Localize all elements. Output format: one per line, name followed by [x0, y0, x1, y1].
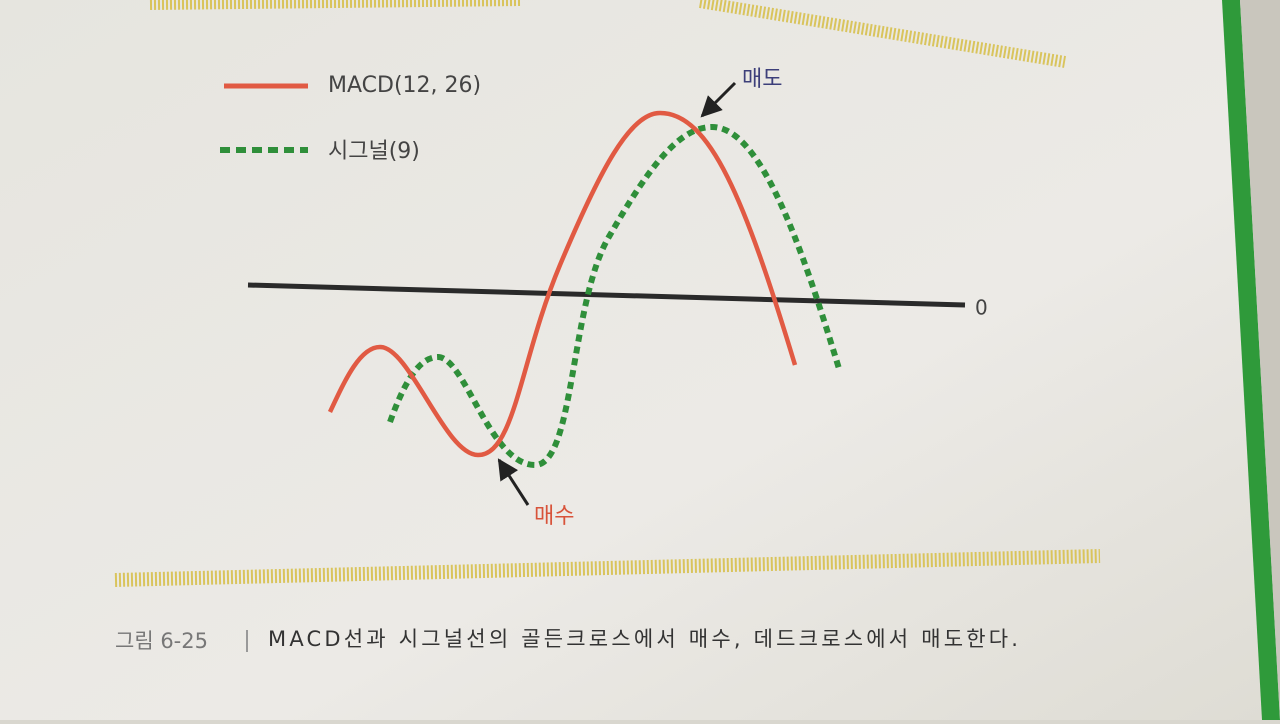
- bottom-band: [114, 549, 1101, 587]
- page-edge: [1222, 0, 1280, 720]
- buy-arrow: [497, 458, 530, 506]
- zero-line: [247, 282, 966, 308]
- legend-label: MACD(12, 26): [328, 73, 481, 98]
- caption-number: 그림 6-25: [115, 629, 208, 653]
- caption-text: MACD선과 시그널선의 골든크로스에서 매수, 데드크로스에서 매도한다.: [268, 627, 1018, 651]
- zero-label: 0: [975, 296, 988, 320]
- top-band: [149, 0, 1066, 68]
- page-edge-shadow: [1240, 0, 1280, 720]
- signal-line: [387, 123, 843, 469]
- legend-label: 시그널(9): [328, 139, 420, 164]
- sell-arrow: [700, 81, 737, 118]
- buy-label: 매수: [534, 504, 574, 529]
- macd-line: [327, 110, 798, 458]
- sell-label: 매도: [742, 67, 782, 92]
